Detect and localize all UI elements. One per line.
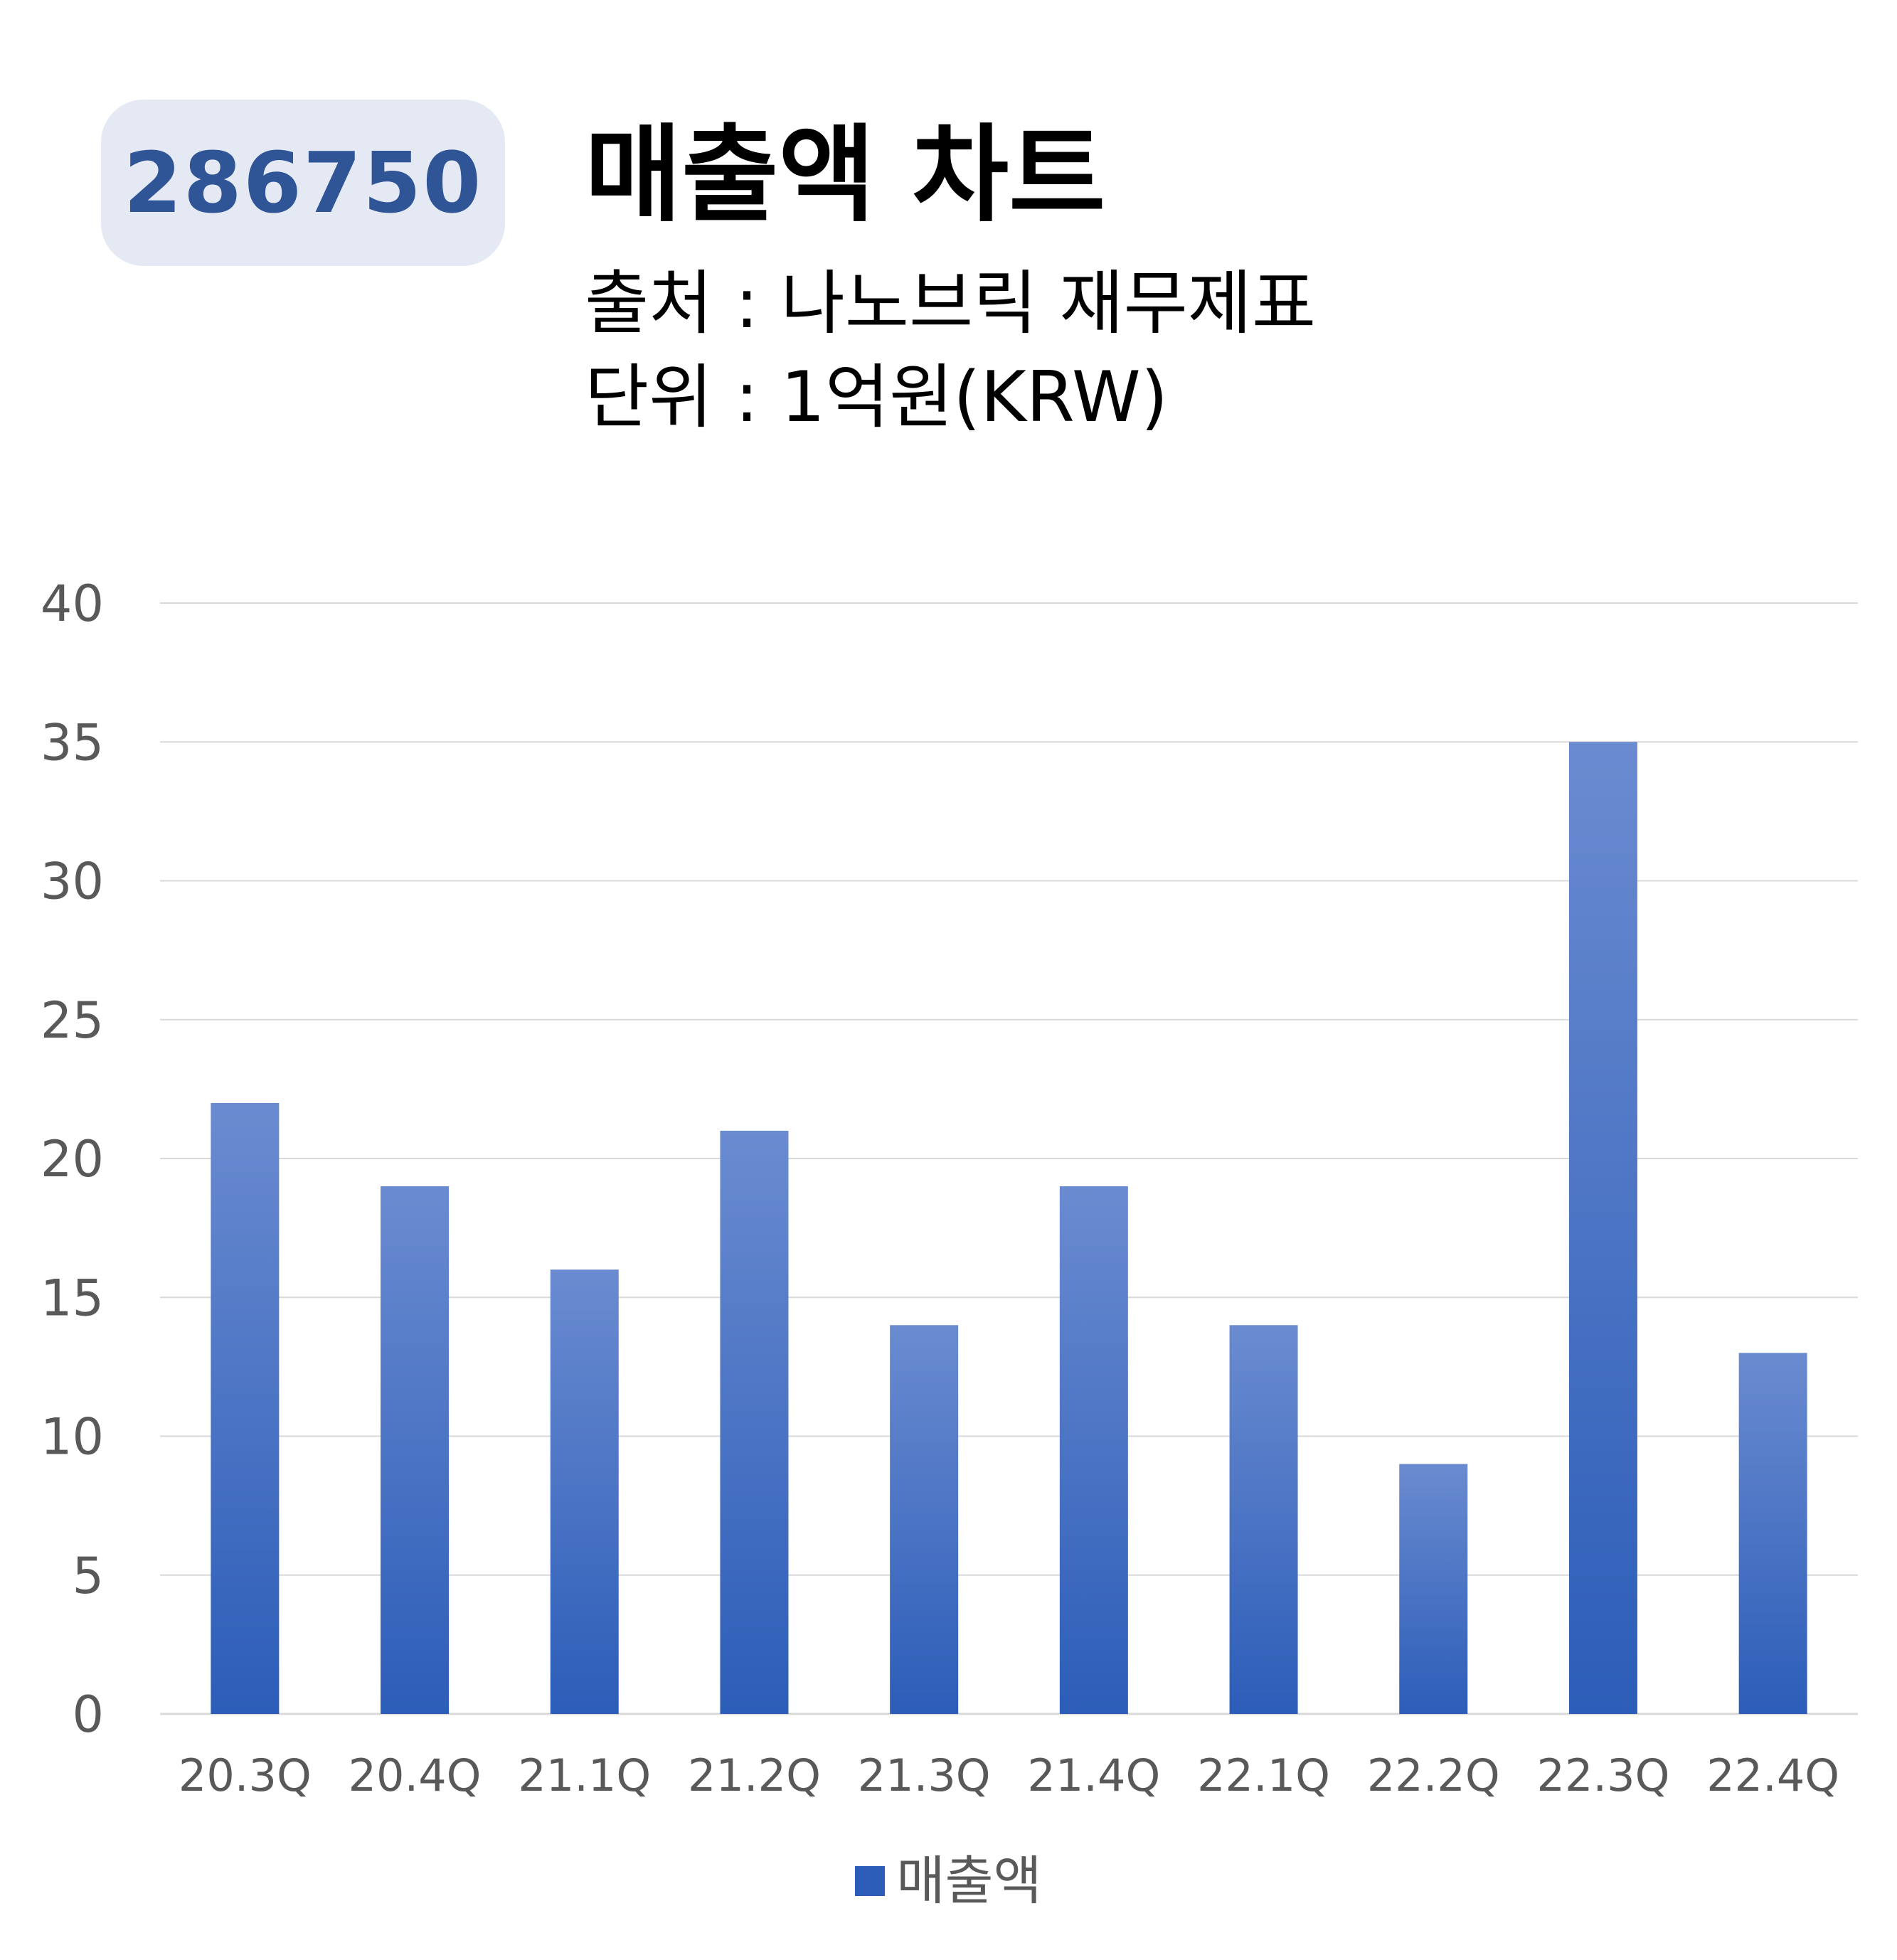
source-line: 출처 : 나노브릭 재무제표 bbox=[585, 263, 1317, 344]
x-tick-label: 21.3Q bbox=[858, 1749, 991, 1801]
x-tick-label: 21.1Q bbox=[518, 1749, 651, 1801]
bar-21.2Q bbox=[720, 1130, 789, 1714]
y-tick-label: 20 bbox=[41, 1130, 104, 1188]
bar-20.3Q bbox=[211, 1102, 280, 1714]
x-tick-label: 22.4Q bbox=[1706, 1749, 1839, 1801]
legend: 매출액 bbox=[0, 1855, 1897, 1907]
y-tick-label: 15 bbox=[41, 1269, 104, 1327]
bar-22.1Q bbox=[1229, 1325, 1298, 1714]
x-tick-label: 20.3Q bbox=[179, 1749, 312, 1801]
y-tick-label: 5 bbox=[72, 1547, 104, 1605]
x-tick-label: 22.2Q bbox=[1367, 1749, 1500, 1801]
legend-swatch bbox=[855, 1866, 886, 1896]
unit-line: 단위 : 1억원(KRW) bbox=[585, 357, 1169, 438]
legend-label: 매출액 bbox=[896, 1850, 1042, 1912]
bar-21.3Q bbox=[890, 1325, 959, 1714]
chart-title: 매출액 차트 bbox=[585, 114, 1106, 236]
x-tick-label: 20.4Q bbox=[349, 1749, 482, 1801]
bar-22.3Q bbox=[1568, 742, 1637, 1714]
y-tick-label: 35 bbox=[41, 713, 104, 772]
stock-code: 286750 bbox=[123, 134, 483, 232]
x-axis-ticks: 20.3Q 20.4Q 21.1Q 21.2Q 21.3Q 21.4Q 22.1Q 22.2Q… bbox=[179, 1749, 1839, 1801]
bar-21.1Q bbox=[550, 1269, 619, 1714]
bars bbox=[211, 742, 1807, 1714]
x-tick-label: 22.1Q bbox=[1197, 1749, 1330, 1801]
y-tick-label: 30 bbox=[41, 853, 104, 911]
stock-code-badge: 286750 bbox=[101, 100, 505, 266]
bar-22.4Q bbox=[1738, 1353, 1807, 1714]
x-tick-label: 22.3Q bbox=[1537, 1749, 1670, 1801]
y-tick-label: 25 bbox=[41, 991, 104, 1050]
y-tick-label: 40 bbox=[41, 575, 104, 633]
bar-21.4Q bbox=[1059, 1186, 1128, 1714]
y-tick-label: 0 bbox=[72, 1685, 104, 1744]
x-tick-label: 21.4Q bbox=[1027, 1749, 1160, 1801]
y-axis-ticks: 0 5 10 15 20 25 30 35 40 bbox=[41, 575, 104, 1744]
y-tick-label: 10 bbox=[41, 1408, 104, 1466]
bar-20.4Q bbox=[381, 1186, 450, 1714]
bar-22.2Q bbox=[1399, 1464, 1468, 1714]
x-tick-label: 21.2Q bbox=[688, 1749, 821, 1801]
